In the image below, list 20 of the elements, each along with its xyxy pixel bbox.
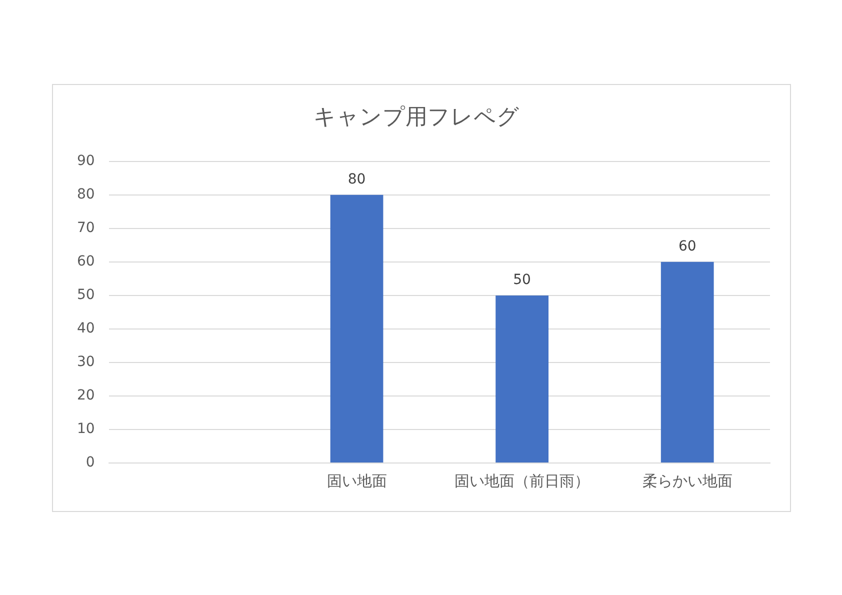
chart-title: キャンプ用フレペグ xyxy=(314,104,520,130)
data-label: 80 xyxy=(348,172,366,188)
y-tick-label: 40 xyxy=(76,320,95,337)
y-tick-label: 70 xyxy=(76,220,95,236)
data-label: 60 xyxy=(678,238,696,255)
y-tick-label: 90 xyxy=(76,153,95,170)
y-tick-label: 50 xyxy=(76,287,95,304)
x-tick-label: 柔らかい地面 xyxy=(642,472,732,490)
data-label: 50 xyxy=(513,272,531,288)
bar xyxy=(330,194,384,462)
y-tick-label: 20 xyxy=(76,388,95,404)
y-tick-label: 0 xyxy=(86,454,95,471)
bar xyxy=(660,262,714,462)
x-tick-label: 固い地面 xyxy=(326,472,387,490)
y-tick-label: 10 xyxy=(76,421,95,438)
y-tick-label: 30 xyxy=(76,354,95,370)
x-tick-label: 固い地面（前日雨） xyxy=(454,472,590,490)
y-tick-label: 60 xyxy=(76,254,95,270)
y-tick-label: 80 xyxy=(76,186,95,203)
bar xyxy=(496,295,549,462)
